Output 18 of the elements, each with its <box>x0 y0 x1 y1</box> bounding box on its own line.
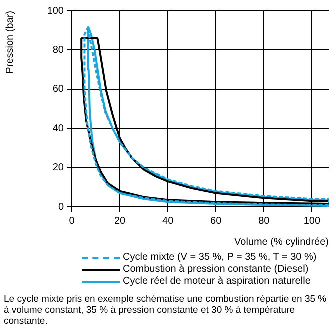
y-tick-label: 100 <box>47 6 64 17</box>
y-tick-label: 0 <box>58 202 64 213</box>
text: Le cycle mixte pris en exemple schématise une combustion répartie en 35 % à volume constant, 35 % à pression constante et 30 % à température constante. <box>4 294 328 327</box>
y-tick-label: 80 <box>52 44 64 56</box>
legend-label: Combustion à pression constante (Diesel) <box>123 264 309 276</box>
x-tick-label: 40 <box>162 216 174 227</box>
x-tick-label: 60 <box>210 216 222 227</box>
x-tick-label: 0 <box>69 216 76 227</box>
y-tick-label: 60 <box>52 84 64 96</box>
x-axis-title: Volume (% cylindrée) <box>234 236 329 248</box>
x-tick-label: 100 <box>304 216 321 227</box>
y-tick-label: 40 <box>52 123 64 134</box>
y-axis-title: Pression (bar) <box>4 11 16 74</box>
legend-label: Cycle mixte (V = 35 %, P = 35 %, T = 30 %) <box>123 252 317 264</box>
y-tick-label: 20 <box>52 162 64 174</box>
x-tick-label: 20 <box>114 216 126 227</box>
legend-label: Cycle réel de moteur à aspiration naturelle <box>123 276 311 288</box>
x-tick-label: 80 <box>258 216 270 227</box>
